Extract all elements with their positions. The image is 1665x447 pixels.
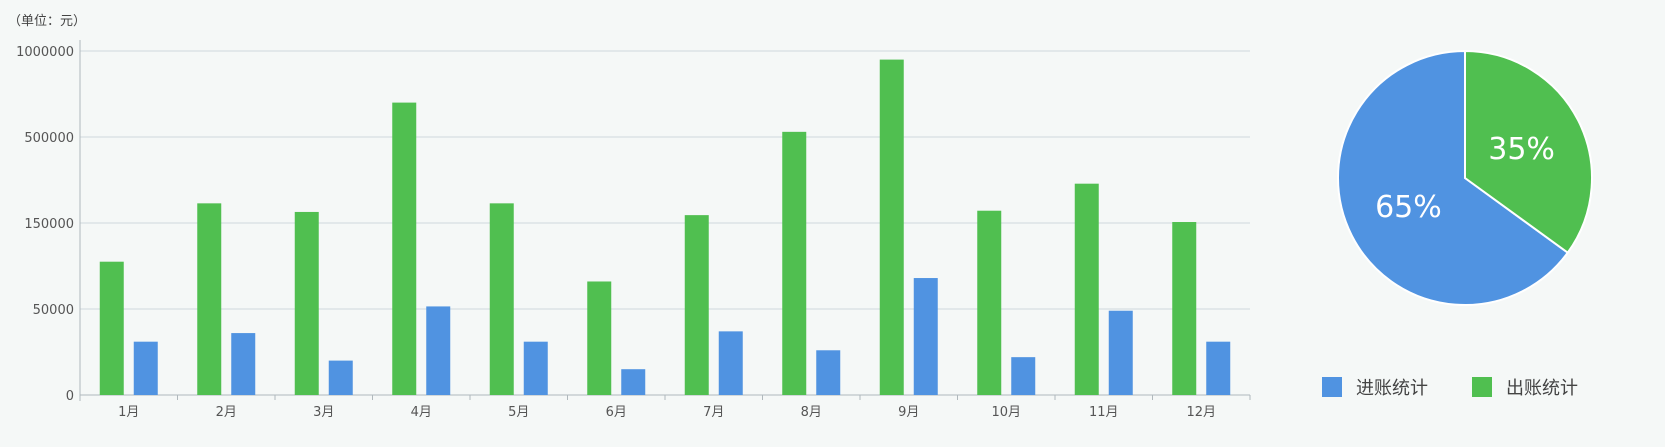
x-tick-label: 2月 — [216, 405, 237, 420]
x-tick-label: 7月 — [703, 405, 724, 420]
bar-expense[interactable] — [197, 203, 222, 395]
x-tick-label: 3月 — [313, 405, 334, 420]
bar-expense[interactable] — [977, 210, 1002, 395]
bar-expense[interactable] — [99, 261, 124, 395]
pie-label-income: 65% — [1375, 190, 1442, 225]
bar-income[interactable] — [133, 341, 158, 395]
x-tick-label: 1月 — [118, 405, 139, 420]
y-tick-label: 500000 — [24, 131, 74, 146]
x-tick-label: 4月 — [411, 405, 432, 420]
bar-expense[interactable] — [684, 215, 709, 395]
x-tick-label: 12月 — [1186, 405, 1216, 420]
pie-slice-income[interactable] — [1337, 49, 1570, 306]
bar-income[interactable] — [1206, 341, 1231, 395]
y-tick-label: 0 — [66, 389, 74, 404]
legend-swatch-income — [1322, 377, 1342, 397]
bar-income[interactable] — [816, 350, 841, 395]
x-tick-label: 8月 — [801, 405, 822, 420]
pie-slice-expense[interactable] — [1464, 49, 1593, 255]
bar-expense[interactable] — [1074, 183, 1099, 395]
bar-expense[interactable] — [489, 203, 514, 395]
legend-item-income[interactable]: 进账统计 — [1322, 374, 1428, 400]
x-tick-label: 9月 — [898, 405, 919, 420]
x-tick-label: 10月 — [991, 405, 1021, 420]
bar-income[interactable] — [426, 306, 451, 395]
bar-chart: 0 50000 150000 500000 1000000 1月 2月 3月 4月 5月 6月 7月 8… — [16, 40, 1251, 420]
x-tick-label: 6月 — [606, 405, 627, 420]
y-tick-label: 150000 — [24, 217, 74, 232]
bar-expense[interactable] — [1172, 222, 1197, 395]
x-tick-label: 11月 — [1089, 405, 1119, 420]
bar-expense[interactable] — [392, 102, 417, 395]
bar-income[interactable] — [621, 369, 646, 395]
bar-income[interactable] — [328, 360, 353, 395]
bar-expense[interactable] — [587, 281, 612, 395]
unit-label: （单位：元） — [8, 14, 87, 29]
y-tick-label: 50000 — [33, 303, 74, 318]
legend-label-income: 进账统计 — [1356, 378, 1428, 399]
legend-label-expense: 出账统计 — [1506, 378, 1578, 399]
bar-income[interactable] — [231, 333, 256, 395]
bar-income[interactable] — [718, 331, 743, 395]
legend-swatch-expense — [1472, 377, 1492, 397]
bar-expense[interactable] — [294, 211, 319, 395]
legend-item-expense[interactable]: 出账统计 — [1472, 374, 1578, 400]
bar-income[interactable] — [1011, 357, 1036, 395]
pie-chart: 65% 35% — [1337, 49, 1593, 306]
bar-income[interactable] — [1108, 310, 1133, 395]
x-tick-label: 5月 — [508, 405, 529, 420]
bar-expense[interactable] — [879, 59, 904, 395]
y-tick-label: 1000000 — [16, 45, 74, 60]
bar-expense[interactable] — [782, 131, 807, 395]
bar-income[interactable] — [523, 341, 548, 395]
pie-label-expense: 35% — [1488, 132, 1555, 167]
bar-income[interactable] — [913, 278, 938, 395]
